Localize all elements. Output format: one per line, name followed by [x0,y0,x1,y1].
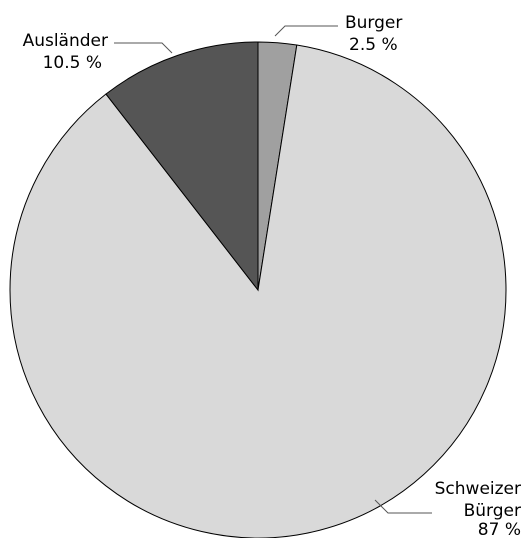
schweizer-buerger-label-line1: Schweizer [435,479,521,499]
burger-value-label: 2.5 % [349,35,398,55]
auslaender-label: Ausländer [23,31,108,51]
pie-slice-auslaender [105,41,259,292]
burger-leader-line [274,25,338,37]
auslaender-leader-line [114,42,173,54]
schweizer-buerger-leader-line [374,499,432,514]
schweizer-buerger-value-label: 87 % [478,520,521,538]
schweizer-buerger-label-line2: Bürger [464,501,521,521]
pie-slice-schweizer-buerger [9,44,507,538]
auslaender-value-label: 10.5 % [43,53,102,73]
burger-label: Burger [345,13,402,33]
pie-slices [9,41,507,538]
